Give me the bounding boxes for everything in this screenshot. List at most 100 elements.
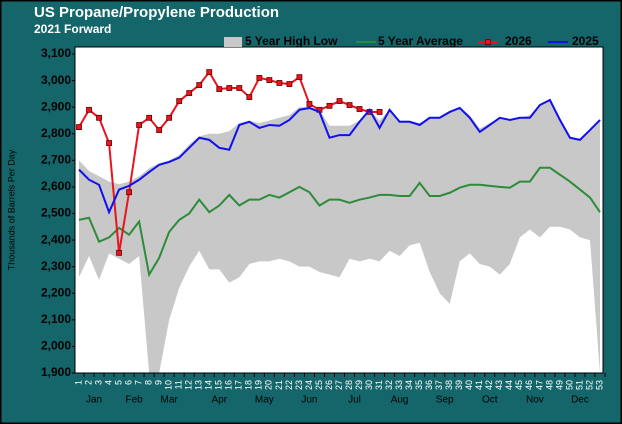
series-marker [126,189,132,196]
series-marker [106,140,112,146]
x-tick-label: 45 [514,380,524,390]
x-tick-label: 52 [584,380,594,390]
x-tick-label: 11 [174,380,184,389]
series-line [78,166,601,278]
x-tick-label: 25 [314,380,324,390]
x-tick-label: 21 [274,380,284,390]
y-tick-label: 1,900 [41,365,71,379]
series-marker [96,114,102,121]
x-tick-label: 33 [394,380,404,390]
x-tick-label: 13 [194,380,204,390]
x-tick-label: 5 [113,380,123,385]
series-marker [236,85,243,91]
y-tick-label: 2,200 [41,285,71,299]
x-tick-label: 49 [554,380,564,390]
series-marker [376,109,383,115]
chart-title: US Propane/Propylene Production [34,4,279,21]
y-tick-label: 2,100 [41,312,71,326]
x-tick-label: 36 [424,380,434,390]
y-tick-label: 2,500 [41,206,71,220]
series-marker [176,98,183,104]
x-tick-label: 19 [254,380,264,390]
x-tick-label: 4 [103,380,113,385]
x-tick-label: 1 [73,380,83,385]
x-tick-label: 39 [454,380,464,390]
x-tick-label: 3 [93,380,103,385]
month-label: Jan [86,395,102,406]
x-tick-label: 15 [214,380,224,390]
x-tick-label: 34 [404,380,414,390]
series-marker [346,102,353,108]
x-tick-label: 48 [544,380,554,390]
series-marker [286,81,293,87]
month-label: Jun [301,395,317,406]
y-tick-label: 2,300 [41,259,71,273]
series-marker [296,74,303,81]
y-tick-label: 2,900 [41,99,71,113]
series-marker [196,82,203,89]
series-marker [326,102,333,109]
y-tick-label: 2,700 [41,153,71,167]
x-tick-label: 41 [474,380,484,390]
x-tick-label: 44 [504,380,514,390]
series-marker [86,106,92,113]
y-tick-label: 2,800 [41,126,71,140]
legend-label: 2026 [505,34,532,48]
x-tick-label: 9 [154,380,164,385]
x-tick-label: 20 [264,380,274,390]
legend-label: 5 Year High Low [245,34,338,48]
legend-label: 5 Year Average [378,34,463,48]
y-axis-label: Thousands of Barrels Per Day [6,149,16,270]
x-tick-label: 38 [444,380,454,390]
x-tick-label: 17 [234,380,244,390]
x-tick-label: 43 [494,380,504,390]
month-label: May [255,395,274,406]
series-marker [266,77,273,83]
x-tick-label: 7 [133,380,143,385]
x-tick-label: 16 [224,380,234,390]
x-tick-label: 12 [184,380,194,390]
chart-subtitle: 2021 Forward [34,22,111,36]
x-tick-label: 42 [484,380,494,390]
x-tick-label: 22 [284,380,294,390]
month-label: Jul [348,395,361,406]
series-marker [166,114,173,121]
month-label: Oct [482,395,498,406]
y-tick-label: 2,000 [41,339,71,353]
x-tick-label: 37 [434,380,444,390]
series-marker [246,94,253,100]
x-tick-label: 6 [123,380,133,385]
series-marker [336,98,343,104]
series-marker [356,106,363,112]
series-marker [206,69,213,75]
x-tick-label: 40 [464,380,474,390]
x-tick-label: 23 [294,380,304,390]
x-tick-label: 47 [534,380,544,390]
x-tick-label: 29 [354,380,364,390]
series-marker [156,127,163,133]
x-tick-label: 50 [564,380,574,390]
series-marker [256,75,263,81]
month-label: Nov [526,395,544,406]
series-marker [306,101,313,107]
x-tick-label: 32 [384,380,394,390]
x-tick-label: 35 [414,380,424,390]
series-marker [136,122,143,128]
x-tick-label: 24 [304,380,314,390]
x-tick-label: 2 [83,380,93,385]
month-label: Apr [211,395,227,406]
x-tick-label: 46 [524,380,534,390]
legend-marker [485,39,491,45]
month-label: Mar [161,395,179,406]
x-tick-label: 30 [364,380,374,390]
x-tick-label: 8 [144,380,154,385]
x-tick-label: 51 [574,380,584,390]
plot-border [74,46,604,374]
y-tick-label: 3,000 [41,73,71,87]
series-marker [216,86,223,92]
legend-label: 2025 [572,34,599,48]
x-tick-label: 31 [374,380,384,390]
x-tick-label: 10 [164,380,174,390]
series-marker [76,124,82,131]
